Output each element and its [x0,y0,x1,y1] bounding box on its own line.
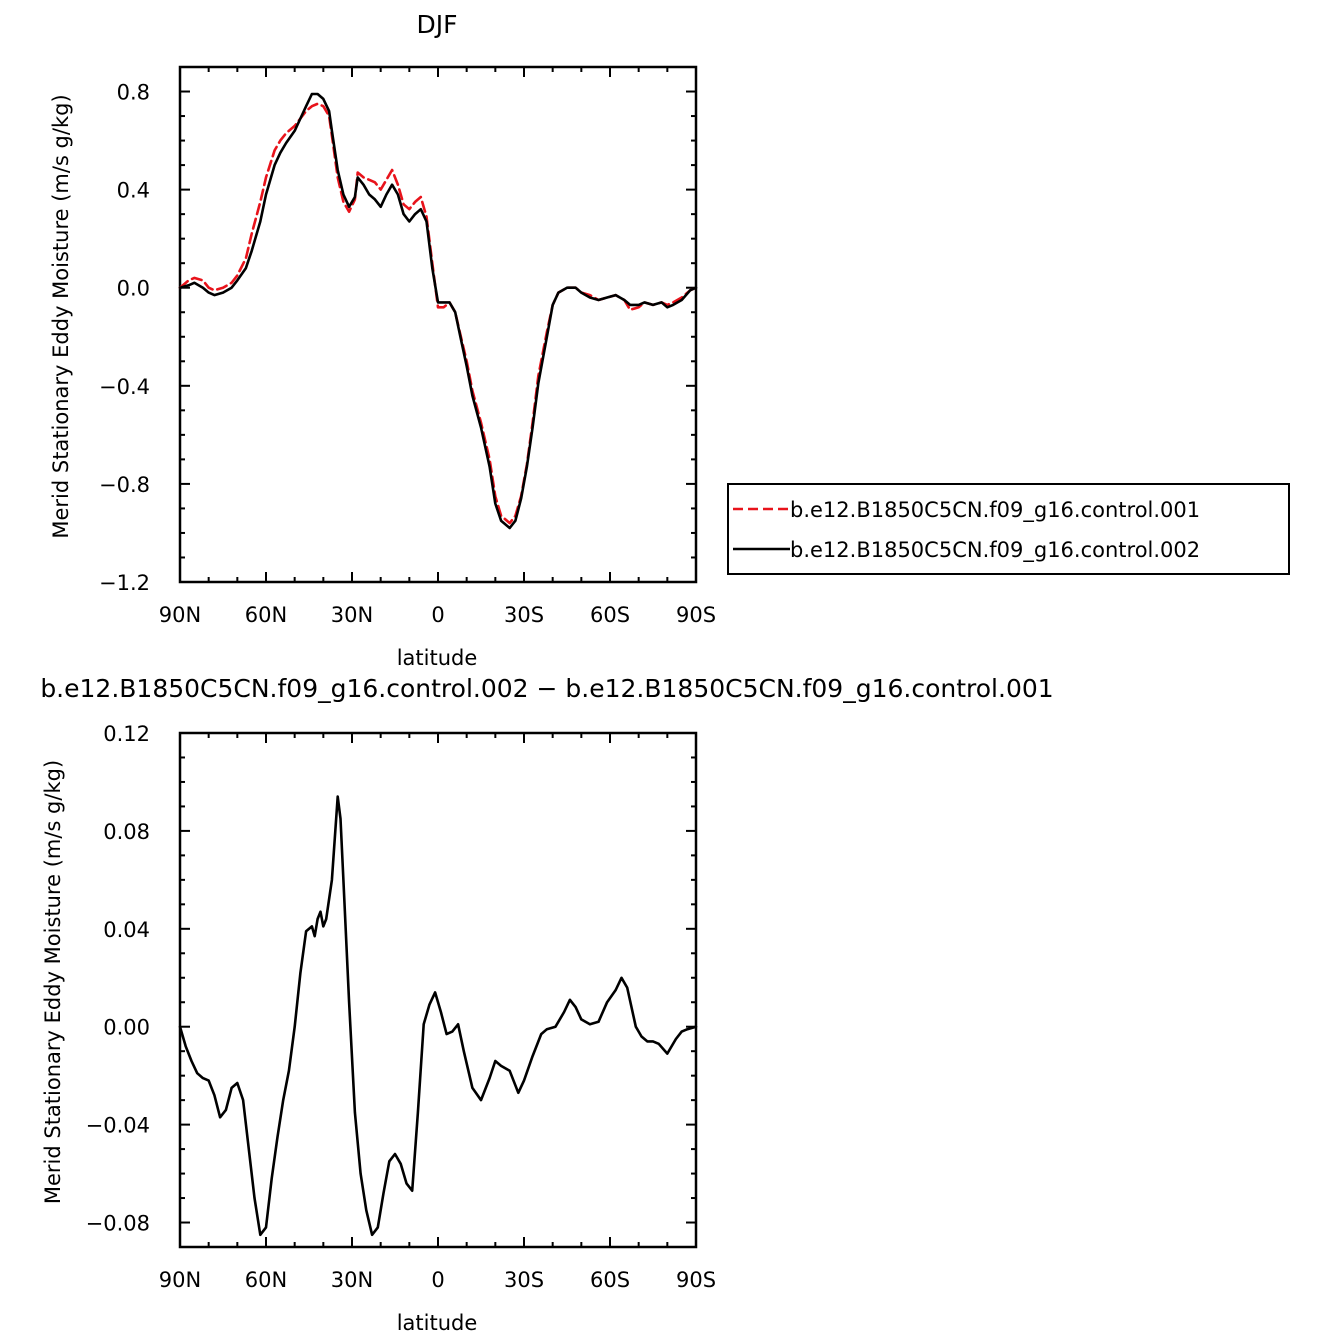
x-axis-label: latitude [397,1311,478,1335]
y-tick-label: 0.04 [103,918,150,942]
plot-frame [178,65,698,584]
x-tick-label: 0 [431,1268,444,1292]
legend: b.e12.B1850C5CN.f09_g16.control.001 b.e12… [727,483,1290,575]
y-tick-label: −0.8 [99,473,150,497]
y-tick-label: 0.08 [103,820,150,844]
legend-box [727,483,1290,575]
series-line-1 [178,795,698,1237]
x-tick-label: 90S [676,603,716,627]
x-axis-label: latitude [397,646,478,670]
chart-title: b.e12.B1850C5CN.f09_g16.control.002 − b.… [40,674,1053,703]
x-tick-label: 0 [431,603,444,627]
y-tick-label: −1.2 [99,571,150,595]
y-tick-label: −0.08 [86,1212,150,1236]
x-tick-label: 30N [331,603,373,627]
x-tick-label: 60N [245,603,287,627]
x-tick-label: 60S [590,1268,630,1292]
y-tick-label: −0.04 [86,1114,150,1138]
series-line-2 [178,92,698,530]
x-tick-label: 90S [676,1268,716,1292]
y-tick-label: 0.00 [103,1016,150,1040]
x-tick-label: 30S [504,603,544,627]
plot-frame [178,731,698,1249]
x-tick-label: 60N [245,1268,287,1292]
chart-panel-2: b.e12.B1850C5CN.f09_g16.control.002 − b.… [40,674,1053,1335]
x-tick-label: 60S [590,603,630,627]
series-line-1 [178,102,698,525]
y-axis-label: Merid Stationary Eddy Moisture (m/s g/kg… [41,760,65,1204]
y-axis-label: Merid Stationary Eddy Moisture (m/s g/kg… [49,94,73,538]
x-tick-label: 90N [159,603,201,627]
y-tick-label: 0.4 [117,179,150,203]
legend-entry-1: b.e12.B1850C5CN.f09_g16.control.001 [790,498,1200,523]
y-tick-label: 0.8 [117,81,150,105]
x-tick-label: 30S [504,1268,544,1292]
legend-entry-2: b.e12.B1850C5CN.f09_g16.control.002 [790,538,1200,563]
chart-panel-1: DJF 90N 60N 30N 0 30S 60S 90S 0.8 0.4 0.0 −0.4 −0.8 −… [49,10,1290,670]
chart-title: DJF [416,10,457,39]
y-tick-label: 0.0 [117,277,150,301]
y-tick-label: 0.12 [103,722,150,746]
y-tick-label: −0.4 [99,375,150,399]
x-tick-label: 90N [159,1268,201,1292]
x-tick-label: 30N [331,1268,373,1292]
